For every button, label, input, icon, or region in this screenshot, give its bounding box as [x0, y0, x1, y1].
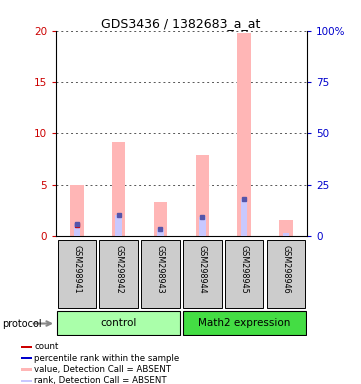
Bar: [238, 33, 251, 236]
Bar: [141, 240, 180, 308]
Text: GSM298942: GSM298942: [114, 245, 123, 294]
Text: GDS3436 / 1382683_a_at: GDS3436 / 1382683_a_at: [101, 17, 260, 30]
Text: GSM298945: GSM298945: [240, 245, 249, 294]
Bar: [99, 240, 138, 308]
Bar: [112, 142, 125, 236]
Bar: [21, 357, 32, 359]
Text: GSM298946: GSM298946: [282, 245, 291, 294]
Bar: [154, 202, 167, 236]
Bar: [115, 215, 122, 236]
Text: percentile rank within the sample: percentile rank within the sample: [34, 354, 179, 362]
Bar: [283, 233, 289, 236]
Bar: [58, 240, 96, 308]
Bar: [196, 155, 209, 236]
Text: count: count: [34, 343, 59, 351]
Bar: [241, 199, 248, 236]
Bar: [199, 217, 206, 236]
Bar: [74, 224, 80, 236]
Bar: [225, 240, 264, 308]
Text: value, Detection Call = ABSENT: value, Detection Call = ABSENT: [34, 365, 171, 374]
Bar: [70, 185, 83, 236]
Text: GSM298943: GSM298943: [156, 245, 165, 294]
Text: Math2 expression: Math2 expression: [198, 318, 290, 328]
Text: rank, Detection Call = ABSENT: rank, Detection Call = ABSENT: [34, 376, 167, 384]
Text: protocol: protocol: [2, 319, 42, 329]
Bar: [267, 240, 305, 308]
Bar: [183, 311, 306, 335]
Bar: [21, 346, 32, 348]
Bar: [157, 229, 164, 236]
Bar: [21, 379, 32, 382]
Text: GSM298941: GSM298941: [72, 245, 81, 294]
Text: GSM298944: GSM298944: [198, 245, 207, 294]
Bar: [183, 240, 222, 308]
Bar: [279, 220, 293, 236]
Text: control: control: [100, 318, 137, 328]
Bar: [21, 368, 32, 371]
Bar: [57, 311, 180, 335]
